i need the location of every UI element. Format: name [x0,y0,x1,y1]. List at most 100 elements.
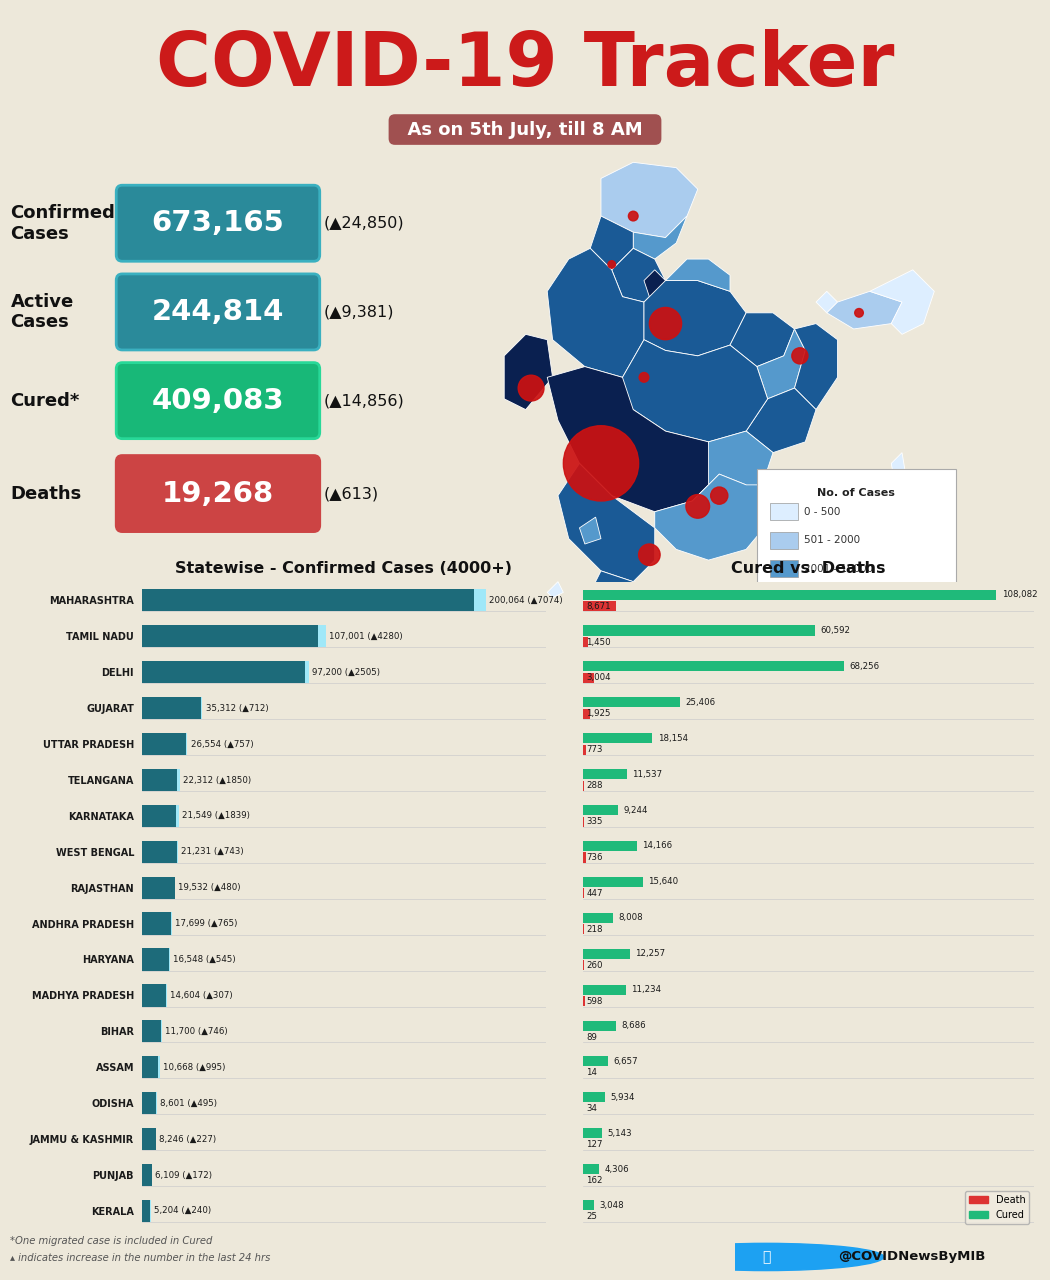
Text: 17,699 (▲765): 17,699 (▲765) [175,919,237,928]
Polygon shape [655,474,773,561]
Polygon shape [644,270,666,297]
Circle shape [648,1243,884,1271]
Bar [583,888,585,899]
Text: 6,109 (▲172): 6,109 (▲172) [155,1170,212,1179]
Text: 25: 25 [586,1212,597,1221]
Circle shape [638,544,660,566]
FancyBboxPatch shape [117,186,320,261]
Bar [171,913,172,934]
Text: ▴ indicates increase in the number in the last 24 hrs: ▴ indicates increase in the number in th… [10,1253,271,1263]
Polygon shape [612,248,666,302]
Bar [142,984,166,1006]
FancyBboxPatch shape [771,531,798,549]
Text: 34: 34 [586,1105,597,1114]
Circle shape [855,308,863,317]
Text: 501 - 2000: 501 - 2000 [804,535,860,545]
Text: 11,234: 11,234 [631,986,662,995]
Text: 8,671: 8,671 [586,602,611,611]
Bar [142,769,177,791]
Polygon shape [869,270,934,334]
Polygon shape [612,339,768,442]
Bar [583,1201,594,1210]
Title: Statewise - Confirmed Cases (4000+): Statewise - Confirmed Cases (4000+) [175,561,512,576]
Text: 288: 288 [586,781,603,790]
Text: 8,686: 8,686 [622,1021,646,1030]
Text: 3,048: 3,048 [600,1201,625,1210]
Bar [583,626,815,636]
Bar [583,698,680,708]
Text: 25,406: 25,406 [686,698,715,707]
Text: 5,204 (▲240): 5,204 (▲240) [153,1206,211,1215]
Bar [142,1199,150,1222]
Bar [186,733,188,755]
Text: 200,064 (▲7074): 200,064 (▲7074) [489,596,563,605]
Text: Confirmed
Cases: Confirmed Cases [10,204,116,243]
Text: (▲613): (▲613) [323,486,379,500]
Bar [142,1164,152,1187]
Text: 107,001 (▲4280): 107,001 (▲4280) [329,632,402,641]
Text: 22,312 (▲1850): 22,312 (▲1850) [184,776,251,785]
Polygon shape [891,453,907,495]
Bar [583,1020,616,1030]
Bar [142,805,175,827]
Polygon shape [504,334,552,410]
Text: 11,700 (▲746): 11,700 (▲746) [165,1027,228,1036]
Circle shape [519,375,544,401]
Polygon shape [816,292,838,312]
Text: 1,450: 1,450 [586,637,611,646]
Text: As on 5th July, till 8 AM: As on 5th July, till 8 AM [395,120,655,138]
Bar [583,805,618,815]
Text: COVID-19 Tracker: COVID-19 Tracker [155,29,895,102]
Bar [583,637,588,648]
Bar [583,590,996,599]
Bar [583,709,590,719]
Text: @COVIDNewsByMIB: @COVIDNewsByMIB [838,1251,985,1263]
Text: 14: 14 [586,1069,597,1078]
FancyBboxPatch shape [771,561,798,577]
Bar [583,841,637,851]
Bar [583,996,585,1006]
Bar [142,1020,161,1042]
Text: 12,257: 12,257 [635,950,666,959]
Bar [583,877,643,887]
Bar [142,913,171,934]
Bar [583,913,613,923]
Text: 8,008: 8,008 [618,914,644,923]
Polygon shape [601,163,698,238]
Bar [583,1092,606,1102]
Bar [142,1056,159,1078]
Text: (▲14,856): (▲14,856) [323,393,404,408]
Text: 773: 773 [586,745,603,754]
Bar [583,1165,600,1174]
Text: *One migrated case is included in Cured: *One migrated case is included in Cured [10,1236,213,1247]
Bar [175,805,179,827]
Text: 3,004: 3,004 [586,673,611,682]
Text: 20000+: 20000+ [804,621,845,631]
Polygon shape [666,259,730,292]
FancyBboxPatch shape [771,589,798,605]
Bar [583,817,584,827]
Bar [142,948,169,970]
Text: 🐦: 🐦 [762,1251,770,1263]
Polygon shape [730,312,795,366]
Bar [161,1020,162,1042]
Polygon shape [590,571,633,657]
Text: 736: 736 [586,852,603,861]
Text: 244,814: 244,814 [152,298,285,326]
Text: 127: 127 [586,1140,603,1149]
Polygon shape [709,431,773,507]
Circle shape [608,261,615,269]
Bar [142,733,186,755]
Bar [583,662,844,672]
Polygon shape [644,280,747,356]
FancyBboxPatch shape [771,503,798,521]
Bar [583,948,630,959]
Text: 5,143: 5,143 [608,1129,632,1138]
Text: 19,268: 19,268 [162,480,274,508]
Polygon shape [676,474,747,527]
Bar [142,625,318,648]
Text: 9,244: 9,244 [624,805,648,814]
Text: 1,925: 1,925 [586,709,611,718]
Bar [474,589,486,612]
Text: 19,532 (▲480): 19,532 (▲480) [178,883,240,892]
